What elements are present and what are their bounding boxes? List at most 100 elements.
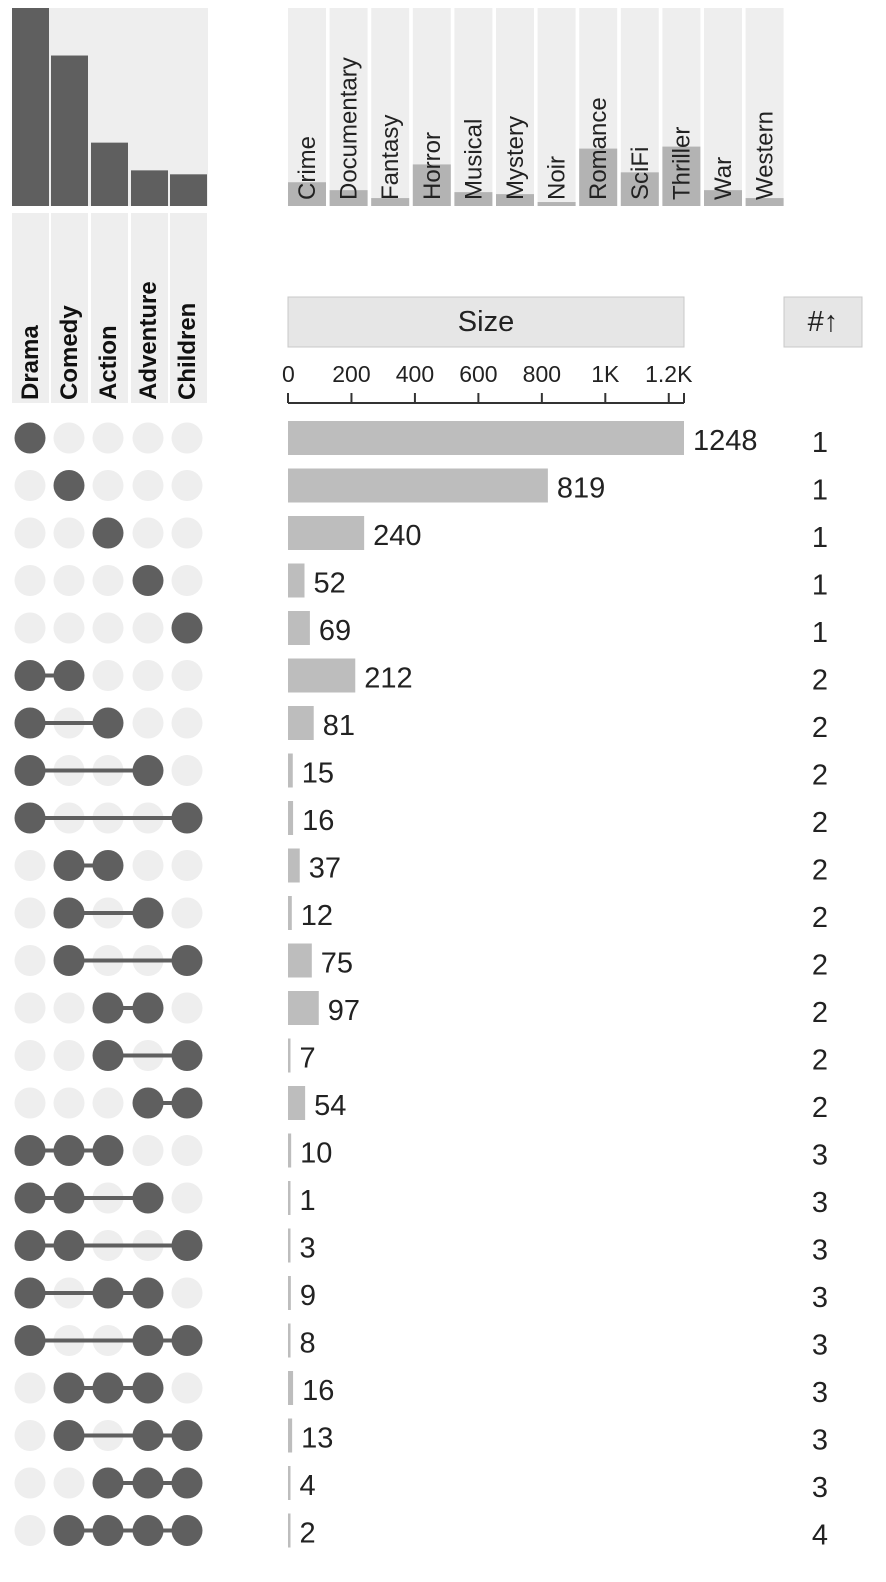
intersection-size-bar[interactable] [288,753,293,788]
attribute-column-war[interactable] [704,8,742,206]
intersection-size-bar[interactable] [288,1276,291,1310]
membership-dot-action [92,992,124,1024]
set-label-action: Action [95,325,122,400]
degree-sort-button[interactable] [783,296,863,348]
set-size-bar-drama[interactable] [12,8,49,206]
attribute-label-mystery: Mystery [502,116,529,200]
intersection-row[interactable]: 819 1 [14,468,829,507]
intersection-row[interactable]: 75 2 [14,943,829,982]
intersection-row[interactable]: 10 3 [14,1133,829,1172]
attribute-column-western[interactable] [745,8,784,206]
attribute-column-musical[interactable] [454,8,493,206]
intersection-size-bar[interactable] [288,1513,291,1548]
intersection-size-bar[interactable] [288,563,305,598]
intersection-row[interactable]: 12 2 [14,896,829,934]
membership-dot-action [92,1040,124,1071]
intersection-size-bar[interactable] [288,1181,291,1215]
intersection-row[interactable]: 52 1 [14,563,829,602]
intersection-row[interactable]: 240 1 [14,516,829,554]
membership-dot-children [171,802,203,834]
intersection-degree-label: 1 [812,475,828,507]
intersection-degree-label: 3 [812,1235,828,1267]
intersection-size-label: 75 [321,948,353,980]
set-size-bar-children[interactable] [170,174,207,206]
intersection-size-bar[interactable] [288,991,319,1025]
membership-dot-children [171,1420,203,1451]
intersection-row[interactable]: 97 2 [14,991,829,1029]
membership-dot-empty [53,565,85,596]
intersection-size-bar[interactable] [288,658,356,693]
membership-dot-empty [53,517,85,549]
attribute-column-noir[interactable] [537,8,576,206]
intersection-size-bar[interactable] [288,516,365,550]
intersection-size-bar[interactable] [288,801,294,835]
intersection-size-label: 2 [300,1518,316,1550]
intersection-degree-label: 2 [812,665,828,697]
intersection-size-bar[interactable] [288,421,684,455]
intersection-size-bar[interactable] [288,1133,292,1168]
intersection-size-bar[interactable] [288,1323,291,1358]
intersection-size-bar[interactable] [288,1466,291,1500]
intersection-size-bar[interactable] [288,896,292,930]
intersection-size-bar[interactable] [288,1038,291,1073]
membership-dot-empty [14,1515,46,1546]
membership-dot-empty [132,850,164,881]
intersection-row[interactable]: 13 3 [14,1418,829,1457]
intersection-size-bar[interactable] [288,611,310,645]
set-size-bar-comedy[interactable] [51,55,88,206]
intersection-size-label: 15 [302,758,334,790]
set-column-comedy[interactable] [51,213,88,403]
size-axis-tick-label: 800 [523,361,561,387]
membership-dot-empty [53,422,85,454]
intersection-size-bar[interactable] [288,1086,306,1120]
set-size-bar-adventure[interactable] [131,170,168,206]
set-column-children[interactable] [170,213,207,403]
intersection-row[interactable]: 54 2 [14,1086,829,1124]
size-axis-tick-label: 600 [459,361,497,387]
intersection-row[interactable]: 16 3 [14,1371,829,1409]
intersection-degree-label: 1 [812,522,828,554]
intersection-row[interactable]: 15 2 [14,753,829,792]
intersection-row[interactable]: 16 2 [14,801,829,839]
intersection-size-bar[interactable] [288,468,548,503]
intersection-row[interactable]: 69 1 [14,611,829,649]
membership-dot-action [92,1277,124,1309]
attribute-column-fantasy[interactable] [371,8,410,206]
intersection-size-bar[interactable] [288,943,312,978]
set-column-action[interactable] [91,213,128,403]
membership-dot-empty [171,660,203,691]
membership-dot-action [92,707,124,739]
set-column-drama[interactable] [12,213,49,403]
attribute-column-documentary[interactable] [329,8,368,206]
intersection-row[interactable]: 37 2 [14,848,829,887]
membership-dot-empty [14,470,46,501]
attribute-column-crime[interactable] [288,8,326,206]
intersection-row[interactable]: 1248 1 [14,421,829,459]
membership-dot-empty [14,1040,46,1071]
membership-dot-empty [132,1135,164,1166]
intersection-size-bar[interactable] [288,848,300,883]
intersection-row[interactable]: 212 2 [14,658,829,697]
attribute-column-mystery[interactable] [496,8,534,206]
set-column-adventure[interactable] [131,213,168,403]
degree-header-label: #↑ [808,306,839,338]
membership-dot-action [92,1467,124,1499]
intersection-size-bar[interactable] [288,1371,294,1405]
set-size-bar-action[interactable] [91,142,128,206]
membership-dot-empty [132,517,164,549]
intersection-size-bar[interactable] [288,706,314,740]
intersection-row[interactable]: 81 2 [14,706,829,744]
attribute-bar-musical [454,192,493,206]
size-sort-button[interactable] [287,296,685,348]
intersection-size-bar[interactable] [288,1418,293,1453]
intersection-size-bar[interactable] [288,1228,291,1263]
membership-dot-empty [14,517,46,549]
intersection-size-label: 1 [300,1185,316,1217]
